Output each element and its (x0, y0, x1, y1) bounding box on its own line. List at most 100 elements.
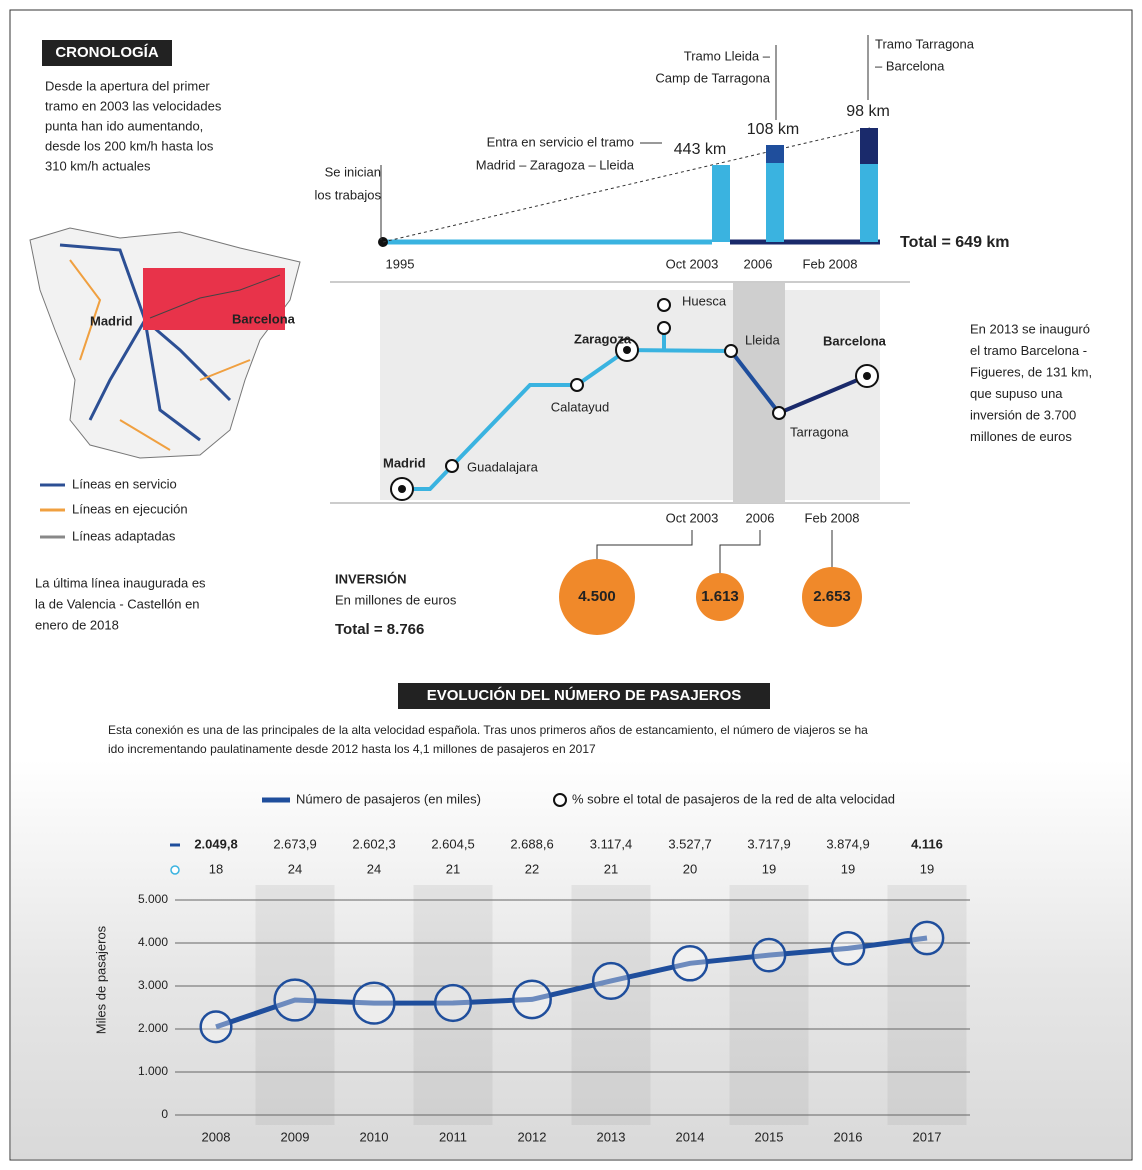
intro-text: desde los 200 km/h hasta los (45, 138, 214, 153)
amount-label: 2.653 (813, 588, 851, 605)
x-tick-label: 2013 (597, 1129, 626, 1144)
share-bubble (275, 980, 316, 1021)
note-text: En 2013 se inauguró (970, 321, 1090, 336)
x-tick-label: 2015 (755, 1129, 784, 1144)
y-tick-label: 5.000 (138, 892, 168, 906)
subtitle: En millones de euros (335, 592, 457, 607)
note-text: Figueres, de 131 km, (970, 364, 1092, 379)
legend-label: % sobre el total de pasajeros de la red … (572, 791, 895, 806)
share-bubble (911, 922, 943, 954)
value-label: 20 (683, 861, 697, 876)
intro-text: 310 km/h actuales (45, 158, 151, 173)
y-tick-label: 3.000 (138, 978, 168, 992)
map-label: Madrid (90, 313, 133, 328)
km-bar (712, 165, 730, 242)
note-text: el tramo Barcelona - (970, 343, 1087, 358)
share-bubble (435, 985, 471, 1021)
value-label: 2.604,5 (431, 836, 474, 851)
timeline-label: Se inician (325, 164, 381, 179)
section-title: INVERSIÓN (335, 571, 407, 586)
section-label: – Barcelona (875, 58, 945, 73)
x-tick-label: 2009 (281, 1129, 310, 1144)
note-text: millones de euros (970, 429, 1072, 444)
amount-label: 4.500 (578, 588, 616, 605)
value-label: 3.527,7 (668, 836, 711, 851)
station-core (398, 485, 406, 493)
value-label: 2.602,3 (352, 836, 395, 851)
column-band (572, 885, 651, 1125)
value-label: 21 (604, 861, 618, 876)
section-label: Tramo Lleida – (684, 48, 771, 63)
intro-text: Desde la apertura del primer (45, 78, 210, 93)
total-label: Total = 649 km (900, 234, 1010, 251)
station-label: Guadalajara (467, 459, 539, 474)
value-label: 24 (367, 861, 381, 876)
value-label: 22 (525, 861, 539, 876)
legend-label: Líneas en servicio (72, 476, 177, 491)
share-bubble (832, 932, 864, 964)
station (446, 460, 458, 472)
share-bubble (354, 983, 395, 1024)
station-label: Lleida (745, 332, 780, 347)
station (658, 322, 670, 334)
share-bubble (753, 939, 785, 971)
x-tick-label: 2011 (439, 1129, 467, 1144)
route-map-band (733, 283, 785, 503)
legend-swatch (171, 866, 179, 874)
section-label: Tramo Tarragona (875, 36, 975, 51)
value-label: 19 (841, 861, 855, 876)
station-label: Zaragoza (574, 331, 632, 346)
date-label: Oct 2003 (666, 256, 719, 271)
value-label: 3.717,9 (747, 836, 790, 851)
value-label: 19 (762, 861, 776, 876)
value-label: 19 (920, 861, 934, 876)
date-label: Feb 2008 (805, 510, 860, 525)
km-label: 443 km (674, 141, 726, 158)
note-text: la de Valencia - Castellón en (35, 596, 200, 611)
x-tick-label: 2016 (834, 1129, 863, 1144)
date-label: 2006 (746, 510, 775, 525)
amount-label: 1.613 (701, 588, 739, 605)
station (725, 345, 737, 357)
share-bubble (513, 981, 550, 1018)
legend-label: Número de pasajeros (en miles) (296, 791, 481, 806)
chart-subtitle: Esta conexión es una de las principales … (108, 723, 868, 737)
value-label: 2.688,6 (510, 836, 553, 851)
section-label: Madrid – Zaragoza – Lleida (476, 157, 635, 172)
date-label: Oct 2003 (666, 510, 719, 525)
column-band (730, 885, 809, 1125)
station-label: Calatayud (551, 399, 610, 414)
station (773, 407, 785, 419)
y-tick-label: 0 (161, 1107, 168, 1121)
y-axis-label: Miles de pasajeros (93, 925, 108, 1034)
value-label: 21 (446, 861, 460, 876)
infographic: CRONOLOGÍADesde la apertura del primertr… (0, 0, 1142, 1170)
station-label: Barcelona (823, 333, 887, 348)
station-label: Madrid (383, 455, 426, 470)
total-label: Total = 8.766 (335, 621, 424, 638)
station-label: Huesca (682, 293, 727, 308)
x-tick-label: 2017 (913, 1129, 942, 1144)
note-text: enero de 2018 (35, 617, 119, 632)
section-title: CRONOLOGÍA (55, 44, 158, 61)
value-label: 2.049,8 (194, 836, 237, 851)
share-bubble (201, 1012, 232, 1043)
value-label: 24 (288, 861, 302, 876)
value-label: 4.116 (911, 836, 943, 851)
y-tick-label: 2.000 (138, 1021, 168, 1035)
share-bubble (593, 963, 629, 999)
station-core (863, 372, 871, 380)
km-label: 98 km (846, 103, 890, 120)
chart-subtitle: ido incrementando paulatinamente desde 2… (108, 742, 596, 756)
timeline-label: los trabajos (315, 187, 382, 202)
km-bar (766, 145, 784, 163)
share-bubble (673, 946, 707, 980)
station (571, 379, 583, 391)
value-label: 18 (209, 861, 223, 876)
map-label: Barcelona (232, 311, 296, 326)
note-text: inversión de 3.700 (970, 407, 1076, 422)
x-tick-label: 2010 (360, 1129, 389, 1144)
station-core (623, 346, 631, 354)
note-text: La última línea inaugurada es (35, 575, 206, 590)
y-tick-label: 4.000 (138, 935, 168, 949)
